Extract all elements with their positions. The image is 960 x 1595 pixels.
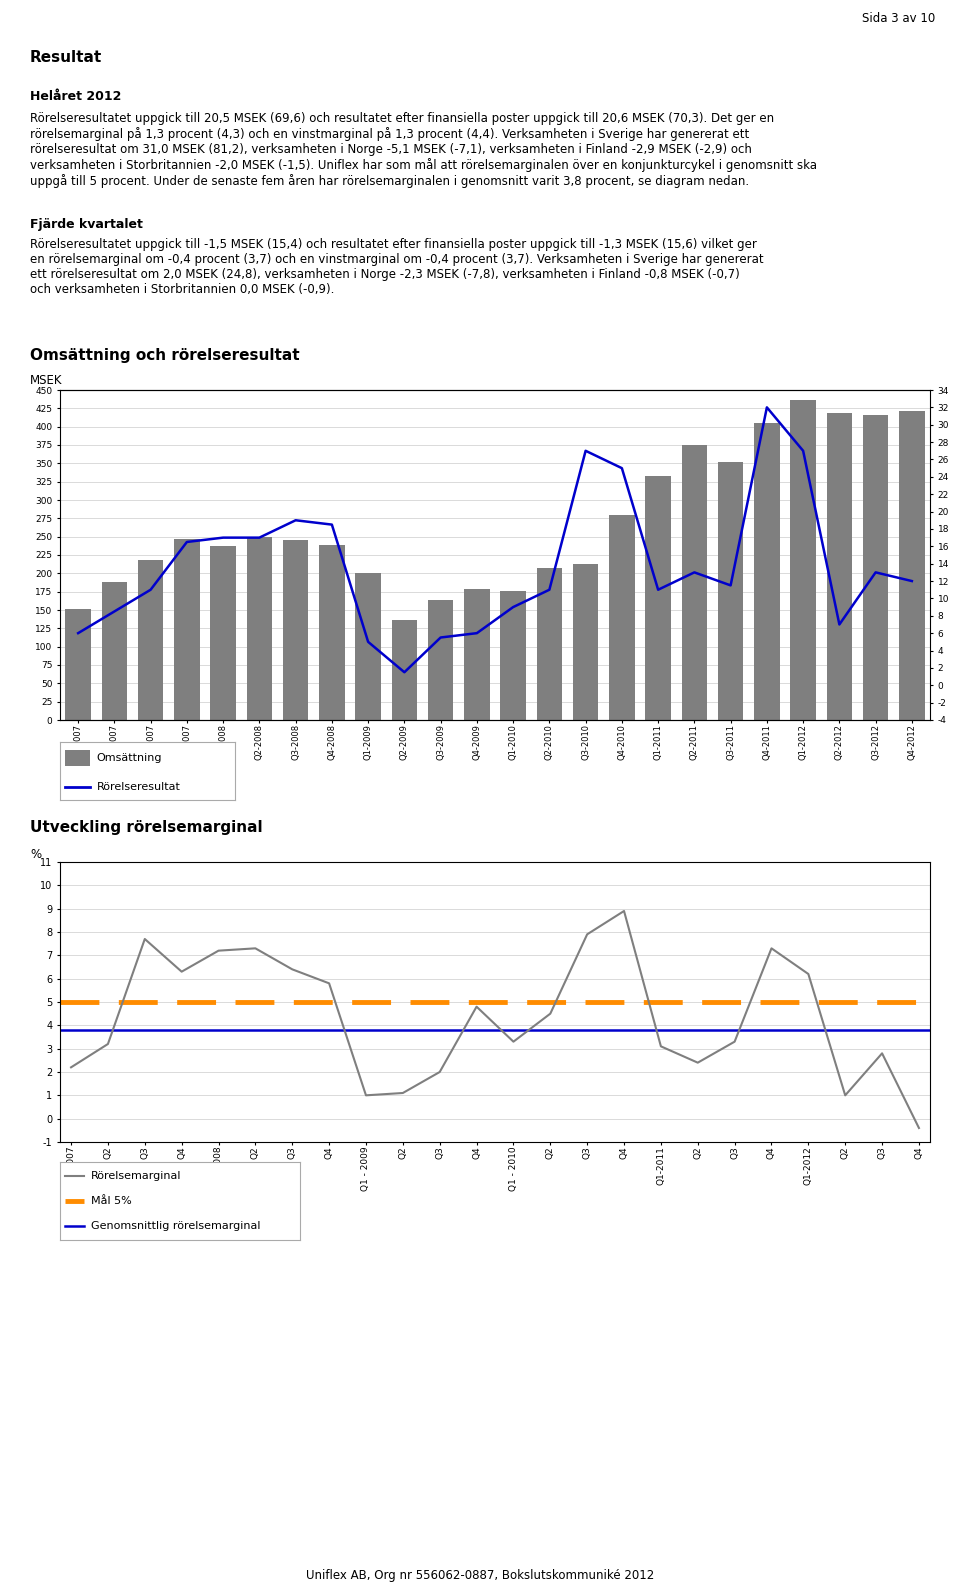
Bar bbox=[138, 560, 163, 719]
Bar bbox=[645, 475, 671, 719]
Bar bbox=[755, 423, 780, 719]
Bar bbox=[65, 609, 91, 719]
Text: Rörelsemarginal: Rörelsemarginal bbox=[91, 1171, 181, 1180]
Text: Sida 3 av 10: Sida 3 av 10 bbox=[862, 13, 935, 26]
Bar bbox=[428, 600, 453, 719]
Text: Utveckling rörelsemarginal: Utveckling rörelsemarginal bbox=[30, 820, 263, 836]
Bar bbox=[392, 620, 417, 719]
Bar bbox=[718, 463, 743, 719]
Text: Uniflex AB, Org nr 556062-0887, Bokslutskommuniké 2012: Uniflex AB, Org nr 556062-0887, Boksluts… bbox=[306, 1568, 654, 1582]
Text: Omsättning och rörelseresultat: Omsättning och rörelseresultat bbox=[30, 348, 300, 364]
Bar bbox=[827, 413, 852, 719]
Bar bbox=[863, 415, 888, 719]
Bar bbox=[355, 573, 381, 719]
Bar bbox=[65, 750, 89, 766]
Text: Helåret 2012: Helåret 2012 bbox=[30, 89, 121, 104]
Bar bbox=[319, 545, 345, 719]
Bar bbox=[465, 590, 490, 719]
Text: Rörelseresultatet uppgick till 20,5 MSEK (69,6) och resultatet efter finansiella: Rörelseresultatet uppgick till 20,5 MSEK… bbox=[30, 112, 817, 188]
Bar bbox=[573, 563, 598, 719]
Text: Resultat: Resultat bbox=[30, 49, 103, 65]
Bar bbox=[537, 568, 562, 719]
Bar bbox=[610, 515, 635, 719]
Text: Genomsnittlig rörelsemarginal: Genomsnittlig rörelsemarginal bbox=[91, 1220, 261, 1231]
Bar bbox=[102, 582, 127, 719]
Bar bbox=[210, 545, 236, 719]
Text: Omsättning: Omsättning bbox=[97, 753, 162, 764]
Text: MSEK: MSEK bbox=[30, 373, 62, 388]
Bar bbox=[500, 590, 526, 719]
Bar bbox=[283, 541, 308, 719]
Bar bbox=[900, 410, 924, 719]
Bar bbox=[247, 538, 272, 719]
Text: Rörelseresultatet uppgick till -1,5 MSEK (15,4) och resultatet efter finansiella: Rörelseresultatet uppgick till -1,5 MSEK… bbox=[30, 238, 763, 297]
Text: %: % bbox=[30, 849, 41, 861]
Text: Rörelseresultat: Rörelseresultat bbox=[97, 782, 180, 793]
Text: Mål 5%: Mål 5% bbox=[91, 1196, 132, 1206]
Bar bbox=[790, 399, 816, 719]
Text: Fjärde kvartalet: Fjärde kvartalet bbox=[30, 219, 143, 231]
Bar bbox=[682, 445, 708, 719]
Bar bbox=[174, 539, 200, 719]
